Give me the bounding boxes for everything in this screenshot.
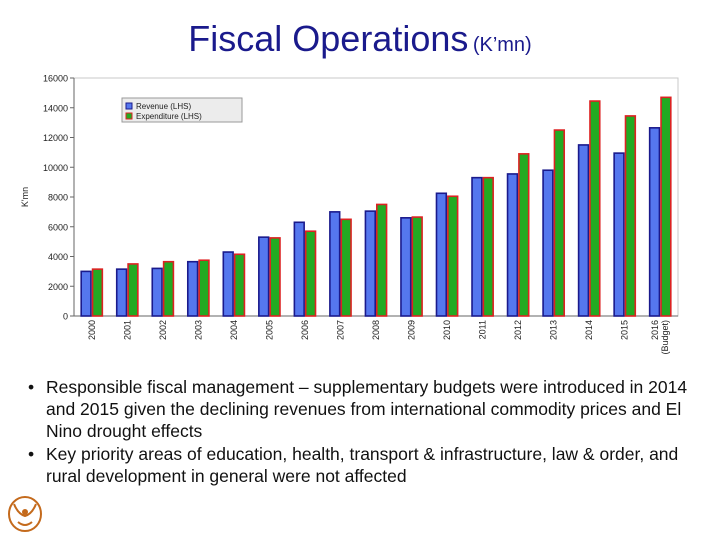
y-axis-label: K'mn: [20, 187, 30, 207]
bar-expenditure: [553, 129, 566, 317]
bar-revenue: [329, 211, 341, 317]
x-tick-label: 2001: [122, 320, 132, 340]
bar-expenditure: [127, 263, 139, 317]
bar-revenue: [400, 217, 412, 317]
x-tick-label: 2000: [87, 320, 97, 340]
legend-swatch: [125, 102, 133, 110]
bar-expenditure: [660, 96, 672, 317]
fiscal-bar-chart: 0 2000 4000 6000 8000 10000 12000 14000 16000 K'm…: [20, 74, 679, 355]
bar-expenditure: [340, 218, 352, 317]
x-tick-label: 2007: [335, 320, 345, 340]
bar-expenditure: [411, 216, 423, 317]
bar-revenue: [364, 210, 377, 317]
bar-revenue: [577, 144, 590, 317]
x-tick-label: 2008: [371, 320, 381, 340]
bar-revenue: [258, 236, 270, 317]
y-tick-label: 12000: [43, 133, 68, 143]
bar-expenditure: [375, 203, 388, 317]
bar-revenue: [648, 127, 661, 317]
x-tick-label: 2002: [158, 320, 168, 340]
bar-expenditure: [91, 268, 104, 317]
x-tick-label: 2012: [513, 320, 523, 340]
x-tick-label: 2010: [442, 320, 452, 340]
bar-revenue: [471, 176, 483, 317]
x-tick-label: 2009: [407, 320, 417, 340]
bar-revenue: [542, 169, 554, 317]
bullet-item: Responsible fiscal management – suppleme…: [28, 376, 708, 442]
bar-expenditure: [589, 100, 601, 317]
y-tick-label: 10000: [43, 163, 68, 173]
y-tick-label: 6000: [48, 222, 68, 232]
y-tick-label: 4000: [48, 252, 68, 262]
bar-expenditure: [304, 230, 317, 317]
bar-revenue: [80, 270, 92, 317]
x-tick-label: 2015: [620, 320, 630, 340]
x-tick-label: 2011: [478, 320, 488, 339]
y-tick-label: 14000: [43, 103, 68, 113]
slide-title: Fiscal Operations (K’mn): [0, 18, 720, 60]
bar-expenditure: [269, 237, 281, 317]
bar-revenue: [186, 260, 199, 317]
legend-box: [121, 97, 243, 123]
x-tick-label: 2004: [229, 320, 239, 340]
y-tick-label: 2000: [48, 282, 68, 292]
bar-expenditure: [482, 176, 494, 317]
x-tick-label: 2013: [549, 320, 559, 340]
bar-expenditure: [624, 115, 637, 317]
legend-label: Revenue (LHS): [136, 102, 191, 111]
x-tick-label: 2006: [300, 320, 310, 340]
bar-expenditure: [518, 153, 530, 317]
bar-expenditure: [447, 195, 459, 317]
title-main: Fiscal Operations: [188, 18, 469, 59]
legend-label: Expenditure (LHS): [136, 112, 202, 121]
x-tick-label: 2005: [264, 320, 274, 340]
legend-swatch: [125, 112, 133, 120]
y-tick-label: 16000: [43, 74, 68, 84]
y-tick-label: 0: [63, 312, 68, 322]
x-tick-label: 2016(Budget): [650, 320, 670, 355]
bar-expenditure: [162, 260, 175, 317]
title-unit: (K’mn): [472, 34, 532, 56]
x-tick-label: 2003: [193, 320, 203, 340]
bar-revenue: [115, 268, 128, 317]
y-tick-label: 8000: [48, 193, 68, 203]
coat-of-arms-logo: [8, 496, 42, 532]
bar-revenue: [293, 221, 305, 317]
bar-revenue: [151, 267, 163, 317]
bullet-list: Responsible fiscal management – suppleme…: [28, 376, 708, 488]
bar-revenue: [222, 251, 234, 317]
bullet-item: Key priority areas of education, health,…: [28, 443, 708, 487]
bar-revenue: [435, 192, 448, 317]
x-tick-label: 2014: [584, 320, 594, 340]
bar-revenue: [506, 173, 519, 317]
bar-expenditure: [233, 253, 246, 317]
bar-expenditure: [198, 259, 210, 317]
bar-revenue: [613, 152, 625, 317]
